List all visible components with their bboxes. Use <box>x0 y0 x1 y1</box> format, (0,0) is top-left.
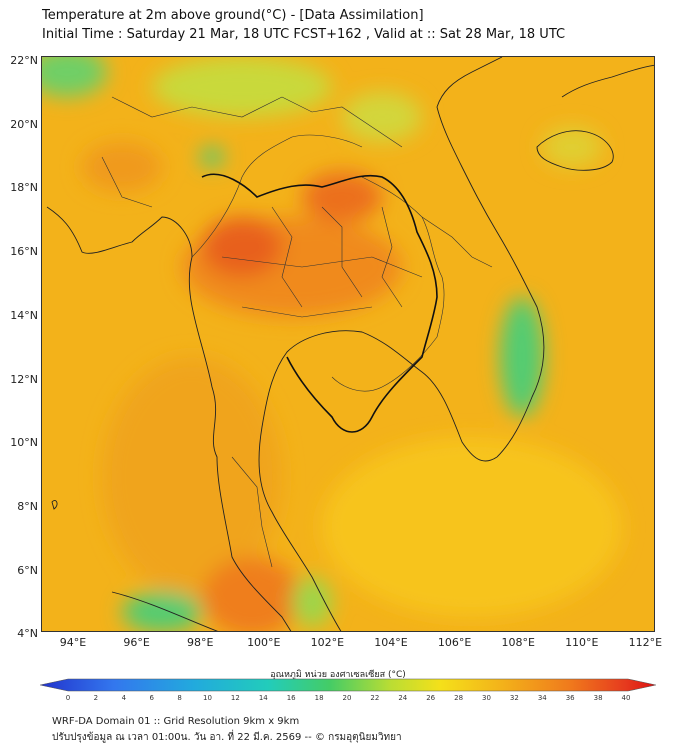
latitude-label: 4°N <box>17 627 38 641</box>
border-segment <box>231 456 273 568</box>
hot-area-northeast <box>302 172 382 222</box>
longitude-label: 104°E <box>374 636 408 649</box>
latitude-label: 18°N <box>10 181 38 195</box>
latitude-label: 20°N <box>10 117 38 131</box>
temperature-colorbar <box>40 678 656 692</box>
colorbar-tick-label: 20 <box>342 694 352 702</box>
longitude-label: 112°E <box>628 636 663 649</box>
borders <box>101 96 493 568</box>
border-segment <box>281 96 403 148</box>
border-segment <box>111 96 283 118</box>
border-segment <box>381 206 403 308</box>
longitude-label: 110°E <box>565 636 599 649</box>
colorbar-tick-label: 10 <box>203 694 212 702</box>
footer-model-info: WRF-DA Domain 01 :: Grid Resolution 9km … <box>52 716 300 727</box>
border-segment <box>271 206 303 308</box>
longitude-label: 108°E <box>501 636 535 649</box>
warm-area-burma <box>82 142 162 192</box>
sea-patch <box>102 357 282 597</box>
cool-area-south-2 <box>292 577 332 627</box>
colorbar-tick-label: 28 <box>454 694 464 702</box>
colorbar-tick-label: 26 <box>426 694 436 702</box>
border-segment <box>101 156 153 208</box>
coastline-islands <box>51 499 58 510</box>
colorbar-tick-label: 18 <box>314 694 324 702</box>
border-segment <box>191 134 363 258</box>
colorbar-tick-label: 16 <box>286 694 296 702</box>
cool-area-myanmar <box>200 147 224 167</box>
coastline-gulf-thailand <box>258 330 498 631</box>
colorbar-tick-label: 8 <box>177 694 182 702</box>
colorbar-tick-label: 2 <box>93 694 99 702</box>
map-subtitle: Initial Time : Saturday 21 Mar, 18 UTC F… <box>42 27 566 42</box>
border-segment <box>221 256 423 278</box>
latitude-label: 22°N <box>10 54 38 67</box>
cool-area-laos <box>342 92 422 142</box>
latitude-label: 12°N <box>10 372 38 386</box>
border-segment <box>241 306 373 318</box>
cool-area-south <box>122 592 202 631</box>
colorbar-tick-label: 30 <box>482 694 491 702</box>
sea-patch <box>322 437 622 617</box>
temperature-map <box>41 56 655 632</box>
colorbar-tick-label: 40 <box>621 694 631 702</box>
cool-area-nw <box>42 57 107 97</box>
hot-area-north <box>202 217 282 277</box>
latitude-label: 16°N <box>10 245 38 259</box>
longitude-label: 98°E <box>186 636 214 649</box>
colorbar-tick-label: 6 <box>149 694 154 702</box>
latitude-label: 10°N <box>10 436 38 450</box>
colorbar-body <box>40 678 656 692</box>
cool-area-hainan <box>542 127 602 167</box>
coastline-myanmar-west <box>46 206 292 631</box>
cool-area-vietnam <box>500 297 544 417</box>
thailand-outline <box>201 173 438 433</box>
thailand-border <box>201 173 438 433</box>
coastline-south-island <box>111 591 219 631</box>
latitude-label: 6°N <box>17 563 38 577</box>
colorbar-tick-label: 34 <box>537 694 547 702</box>
cool-area-north <box>152 57 332 117</box>
colorbar-title: อุณหภูมิ หน่วย องศาเซลเซียส (°C) <box>270 670 406 680</box>
longitude-label: 102°E <box>310 636 345 649</box>
colorbar-tick-label: 0 <box>65 694 71 702</box>
colorbar-tick-label: 14 <box>258 694 268 702</box>
longitude-label: 94°E <box>59 636 87 649</box>
colorbar-tick-label: 36 <box>565 694 575 702</box>
colorbar-tick-label: 32 <box>509 694 519 702</box>
temperature-field <box>42 57 654 631</box>
colorbar-tick-label: 38 <box>593 694 603 702</box>
coastline-hainan <box>536 130 614 171</box>
longitude-label: 106°E <box>437 636 472 649</box>
footer-update-info: ปรับปรุงข้อมูล ณ เวลา 01:00น. วัน อา. ที… <box>52 732 402 743</box>
border-segment <box>361 176 445 338</box>
coastline-china <box>561 64 654 98</box>
coastline-vietnam <box>436 57 545 458</box>
colorbar-tick-label: 24 <box>398 694 408 702</box>
border-segment <box>321 206 363 298</box>
map-title: Temperature at 2m above ground(°C) - [Da… <box>42 8 424 23</box>
coastlines <box>46 57 654 631</box>
colorbar-tick-label: 12 <box>230 694 240 702</box>
colorbar-tick-label: 4 <box>121 694 127 702</box>
border-segment <box>421 216 493 268</box>
longitude-label: 100°E <box>247 636 281 649</box>
longitude-label: 96°E <box>123 636 150 649</box>
latitude-label: 14°N <box>10 308 38 322</box>
latitude-label: 8°N <box>17 499 38 513</box>
colorbar-tick-label: 22 <box>370 694 380 702</box>
